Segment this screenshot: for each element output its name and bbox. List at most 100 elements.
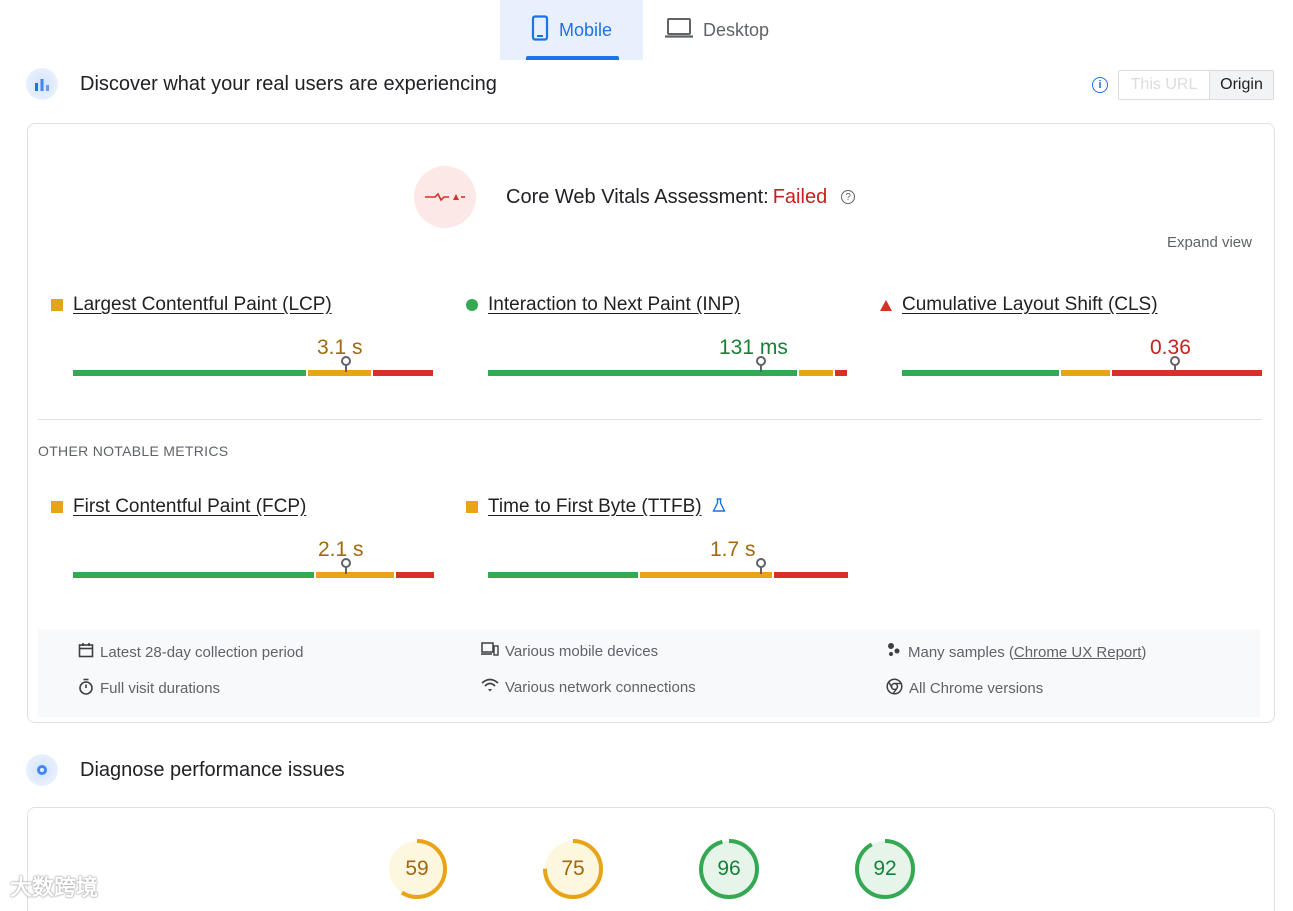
calendar-icon bbox=[78, 642, 94, 662]
distribution-segment-good bbox=[73, 572, 314, 578]
field-data-icon bbox=[26, 68, 58, 100]
tab-desktop-label: Desktop bbox=[703, 19, 770, 40]
metric-ttfb-link[interactable]: Time to First Byte (TTFB) bbox=[488, 496, 702, 517]
tab-mobile-label: Mobile bbox=[558, 19, 613, 40]
score-gauge-background bbox=[857, 841, 913, 897]
score-gauge-background bbox=[701, 841, 757, 897]
cwv-assessment-label: Core Web Vitals Assessment: bbox=[506, 185, 769, 208]
diagnose-header: Diagnose performance issues bbox=[26, 754, 345, 786]
score-seo-value: 92 bbox=[873, 857, 897, 880]
needs-improvement-square-icon bbox=[51, 501, 63, 513]
score-best-practices-value: 96 bbox=[717, 857, 741, 880]
devices-text: Various mobile devices bbox=[505, 642, 659, 660]
distribution-segment-good bbox=[488, 370, 797, 376]
p75-marker-icon bbox=[1170, 356, 1180, 372]
score-best-practices[interactable]: 96 bbox=[698, 838, 760, 900]
laptop-icon bbox=[665, 17, 693, 44]
diagnose-icon bbox=[26, 754, 58, 786]
distribution-segment-needs-improvement bbox=[799, 370, 833, 376]
distribution-segment-good bbox=[902, 370, 1059, 376]
samples-icon bbox=[886, 642, 902, 662]
score-gauge bbox=[543, 839, 603, 899]
metric-fcp: First Contentful Paint (FCP) 2.1 s bbox=[51, 496, 434, 578]
durations-item: Full visit durations bbox=[78, 678, 220, 699]
metric-cls-value: 0.36 bbox=[1150, 336, 1191, 359]
samples-prefix: Many samples ( bbox=[908, 643, 1014, 661]
score-performance-value: 59 bbox=[405, 857, 429, 880]
watermark-text: 大数跨境 bbox=[10, 875, 99, 900]
info-icon[interactable]: i bbox=[1092, 77, 1108, 93]
lab-data-card bbox=[27, 807, 1275, 911]
distribution-segment-good bbox=[488, 572, 638, 578]
collection-period-item: Latest 28-day collection period bbox=[78, 642, 303, 662]
tab-desktop[interactable]: Desktop bbox=[643, 0, 791, 60]
score-performance[interactable]: 59 bbox=[386, 838, 448, 900]
network-item: Various network connections bbox=[481, 678, 696, 696]
poor-triangle-icon bbox=[880, 299, 892, 311]
watermark-logo: 大数跨境 bbox=[10, 870, 98, 902]
samples-item: Many samples (Chrome UX Report) bbox=[886, 642, 1146, 662]
score-seo[interactable]: 92 bbox=[854, 838, 916, 900]
score-gauge-background bbox=[545, 841, 601, 897]
metric-lcp-distribution-bar bbox=[73, 356, 435, 376]
smartphone-icon bbox=[531, 14, 549, 46]
field-data-card: Core Web Vitals Assessment: Failed ? Exp… bbox=[27, 123, 1275, 723]
section-divider bbox=[38, 419, 1262, 420]
samples-suffix: ) bbox=[1141, 643, 1147, 661]
p75-marker-icon bbox=[341, 356, 351, 372]
durations-text: Full visit durations bbox=[100, 680, 221, 697]
device-tabs: Mobile Desktop bbox=[500, 0, 791, 60]
distribution-segment-needs-improvement bbox=[640, 572, 772, 578]
needs-improvement-square-icon bbox=[51, 299, 63, 311]
metric-inp: Interaction to Next Paint (INP) 131 ms bbox=[466, 294, 847, 376]
collection-period-text: Latest 28-day collection period bbox=[100, 643, 304, 661]
metric-fcp-distribution-bar bbox=[73, 558, 435, 578]
chrome-versions-item: All Chrome versions bbox=[886, 678, 1043, 699]
metric-inp-distribution-bar bbox=[488, 356, 850, 376]
devices-item: Various mobile devices bbox=[481, 642, 658, 660]
metric-lcp-value: 3.1 s bbox=[317, 336, 363, 359]
metric-ttfb: Time to First Byte (TTFB) 1.7 s bbox=[466, 496, 848, 578]
other-metrics-heading: OTHER NOTABLE METRICS bbox=[38, 443, 229, 459]
score-gauge bbox=[387, 839, 447, 899]
distribution-segment-poor bbox=[774, 572, 848, 578]
cwv-assessment-text: Core Web Vitals Assessment: Failed ? bbox=[506, 185, 856, 209]
distribution-segment-poor bbox=[835, 370, 847, 376]
score-accessibility-value: 75 bbox=[561, 857, 585, 880]
flask-experimental-icon bbox=[711, 496, 726, 518]
metric-lcp: Largest Contentful Paint (LCP) 3.1 s bbox=[51, 294, 433, 376]
chrome-icon bbox=[886, 678, 903, 699]
metric-ttfb-distribution-bar bbox=[488, 558, 850, 578]
metric-cls-link[interactable]: Cumulative Layout Shift (CLS) bbox=[902, 294, 1158, 315]
failed-assessment-icon bbox=[414, 166, 476, 228]
distribution-segment-needs-improvement bbox=[316, 572, 394, 578]
diagnose-title: Diagnose performance issues bbox=[80, 758, 345, 781]
p75-marker-icon bbox=[756, 558, 766, 574]
metric-ttfb-value: 1.7 s bbox=[710, 538, 756, 561]
wifi-icon bbox=[481, 678, 499, 696]
score-gauge-arc bbox=[855, 839, 915, 899]
metric-inp-link[interactable]: Interaction to Next Paint (INP) bbox=[488, 294, 741, 315]
metric-fcp-link[interactable]: First Contentful Paint (FCP) bbox=[73, 496, 307, 517]
this-url-button[interactable]: This URL bbox=[1119, 71, 1209, 99]
stopwatch-icon bbox=[78, 678, 94, 699]
score-gauge bbox=[699, 839, 759, 899]
needs-improvement-square-icon bbox=[466, 501, 478, 513]
tab-mobile[interactable]: Mobile bbox=[500, 0, 643, 60]
distribution-segment-needs-improvement bbox=[1061, 370, 1110, 376]
score-accessibility[interactable]: 75 bbox=[542, 838, 604, 900]
expand-view-link[interactable]: Expand view bbox=[1166, 234, 1252, 251]
score-gauge-arc bbox=[387, 839, 447, 899]
distribution-segment-poor bbox=[396, 572, 434, 578]
metric-lcp-link[interactable]: Largest Contentful Paint (LCP) bbox=[73, 294, 332, 315]
cwv-assessment-status: Failed bbox=[772, 185, 828, 208]
distribution-segment-poor bbox=[1112, 370, 1262, 376]
p75-marker-icon bbox=[756, 356, 766, 372]
origin-button[interactable]: Origin bbox=[1209, 71, 1273, 99]
chrome-ux-report-link[interactable]: Chrome UX Report bbox=[1013, 643, 1142, 661]
good-circle-icon bbox=[466, 299, 478, 311]
help-icon[interactable]: ? bbox=[841, 190, 856, 204]
field-data-header: Discover what your real users are experi… bbox=[26, 68, 497, 100]
score-gauge-background bbox=[389, 841, 445, 897]
field-data-title: Discover what your real users are experi… bbox=[80, 72, 497, 95]
